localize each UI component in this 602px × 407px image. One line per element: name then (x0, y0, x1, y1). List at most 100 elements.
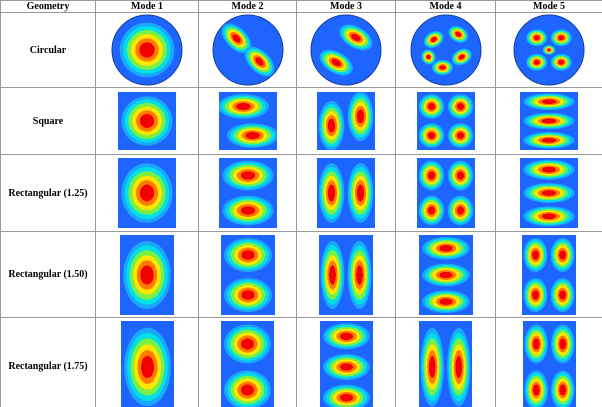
lobe (418, 195, 444, 226)
lobe (221, 195, 274, 226)
row-label: Square (0, 87, 96, 155)
lobe (550, 369, 574, 407)
mode-shape (120, 234, 174, 315)
column-header: Geometry (0, 0, 96, 13)
lobe (244, 46, 274, 77)
lobe (223, 237, 272, 272)
lobe (447, 160, 473, 191)
row-label: Rectangular (1.25) (0, 154, 96, 232)
mode-cell (395, 231, 496, 318)
mode-shape (522, 234, 576, 315)
mode-cell (95, 87, 199, 155)
header-row: Geometry Mode 1 Mode 2 Mode 3 Mode 4 Mode 5 (0, 0, 602, 13)
lobe (119, 22, 175, 78)
mode-cell (495, 231, 602, 318)
lobe (447, 327, 471, 406)
contours (523, 93, 575, 149)
lobe (550, 53, 572, 71)
lobe (121, 163, 173, 223)
geometry-row: Circular (0, 12, 602, 88)
lobe (418, 160, 444, 191)
contours (420, 25, 472, 76)
lobe (447, 123, 473, 148)
mode-shape (513, 14, 585, 86)
contours (320, 240, 372, 309)
lobe (318, 100, 345, 150)
row-label: Rectangular (1.75) (0, 317, 96, 407)
lobe (447, 94, 473, 119)
contours (418, 160, 473, 226)
mode-cell (495, 317, 602, 407)
lobe (523, 159, 575, 180)
mode-shape (220, 234, 275, 315)
lobe (418, 94, 444, 119)
lobe (550, 29, 572, 47)
mode-shape (416, 158, 475, 228)
mode-shape (416, 92, 475, 150)
mode-shape (218, 158, 277, 228)
contours (524, 323, 574, 407)
lobe (322, 353, 370, 380)
mode-cell (198, 154, 297, 232)
lobe (223, 277, 272, 312)
lobe (421, 263, 470, 286)
lobe (447, 195, 473, 226)
mode-shape (111, 14, 183, 86)
lobe (418, 123, 444, 148)
column-header: Mode 4 (395, 0, 496, 13)
contours (523, 159, 575, 227)
geometry-row: Square (0, 87, 602, 155)
contours (121, 96, 173, 146)
lobe (526, 29, 548, 47)
mode-cell (395, 87, 496, 155)
lobe (550, 237, 575, 272)
contours (218, 94, 277, 148)
mode-cell (198, 87, 297, 155)
mode-cell (95, 231, 199, 318)
lobe (121, 96, 173, 146)
lobe (319, 49, 353, 76)
lobe (339, 24, 373, 51)
mode-shape (310, 14, 382, 86)
mode-cell (95, 154, 199, 232)
lobe (420, 327, 444, 406)
lobe (421, 236, 470, 260)
mode-shape (319, 234, 373, 315)
lobe (421, 289, 470, 313)
lobe (523, 112, 575, 130)
mode-cell (495, 154, 602, 232)
column-header: Mode 1 (95, 0, 199, 13)
mode-cell (296, 12, 396, 88)
contours (318, 92, 374, 150)
contours (123, 327, 171, 406)
lobe (526, 53, 548, 71)
contours (322, 322, 370, 407)
contours (224, 323, 271, 407)
mode-cell (395, 154, 496, 232)
contours (421, 236, 470, 313)
contours (526, 29, 572, 71)
lobe (523, 132, 575, 149)
lobe (123, 240, 171, 309)
geometry-row: Rectangular (1.25) (0, 154, 602, 232)
lobe (318, 163, 345, 223)
column-header: Mode 2 (198, 0, 297, 13)
column-header: Mode 5 (495, 0, 602, 13)
contours (119, 22, 175, 78)
lobe (523, 206, 575, 227)
contours (420, 327, 471, 406)
mode-cell (198, 231, 297, 318)
mode-cell (296, 317, 396, 407)
lobe (224, 369, 271, 407)
mode-cell (395, 12, 496, 88)
mode-shape (317, 92, 375, 150)
mode-shape (118, 158, 176, 228)
mode-cell (95, 317, 199, 407)
mode-cell (495, 12, 602, 88)
mode-shape (218, 92, 277, 150)
geometry-row: Rectangular (1.75) (0, 317, 602, 407)
mode-cell (198, 12, 297, 88)
contours (318, 163, 374, 223)
mode-cell (395, 317, 496, 407)
column-header: Mode 3 (296, 0, 396, 13)
